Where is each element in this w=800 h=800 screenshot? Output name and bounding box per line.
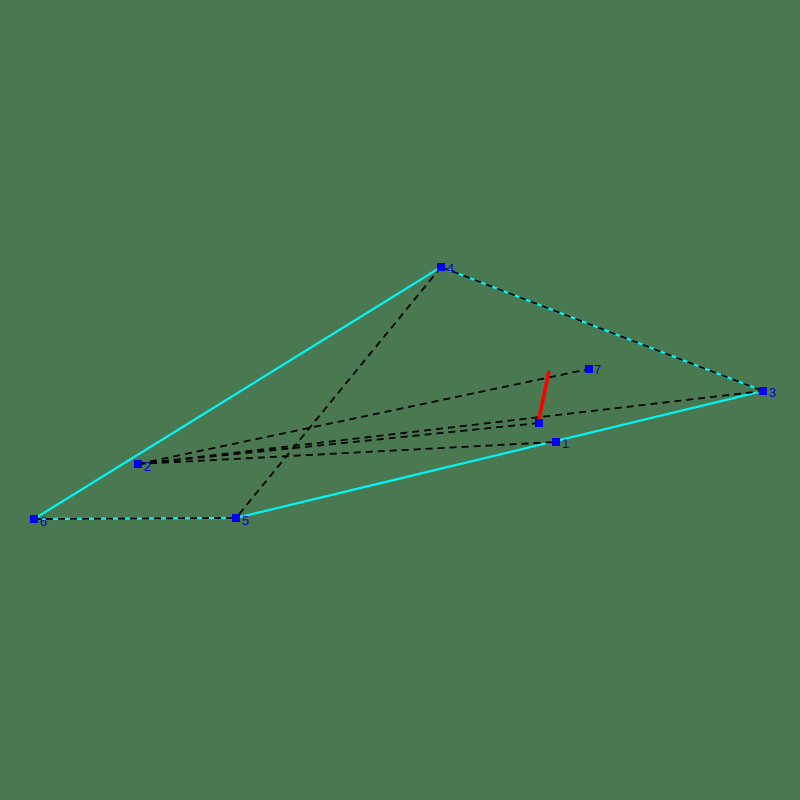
svg-text:3: 3 (769, 385, 776, 400)
svg-text:5: 5 (242, 513, 249, 528)
svg-text:2: 2 (144, 459, 151, 474)
svg-text:6: 6 (40, 514, 47, 529)
svg-text:7: 7 (594, 362, 601, 377)
svg-text:1: 1 (562, 436, 569, 451)
svg-text:4: 4 (447, 261, 454, 276)
